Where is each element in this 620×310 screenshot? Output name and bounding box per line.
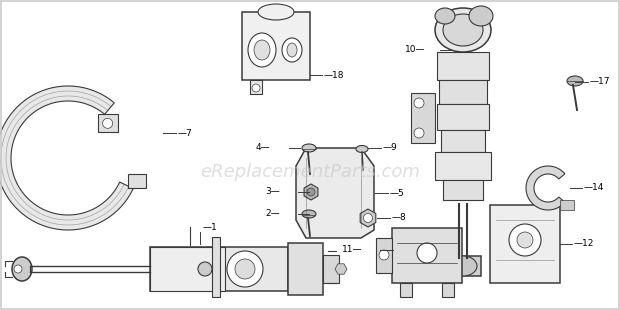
Ellipse shape xyxy=(379,250,389,260)
Ellipse shape xyxy=(254,40,270,60)
Text: —7: —7 xyxy=(178,129,193,138)
Ellipse shape xyxy=(258,4,294,20)
Ellipse shape xyxy=(14,265,22,273)
Text: —5: —5 xyxy=(390,188,405,197)
Ellipse shape xyxy=(198,262,212,276)
Polygon shape xyxy=(304,184,318,200)
Ellipse shape xyxy=(287,43,297,57)
Polygon shape xyxy=(360,209,376,227)
Bar xyxy=(490,205,560,283)
Text: —9: —9 xyxy=(383,144,398,153)
Polygon shape xyxy=(335,264,347,274)
Ellipse shape xyxy=(103,118,113,128)
Bar xyxy=(150,247,225,291)
Ellipse shape xyxy=(449,256,477,276)
Ellipse shape xyxy=(509,224,541,256)
Text: 3—: 3— xyxy=(265,188,280,197)
Text: —1: —1 xyxy=(203,224,218,232)
Ellipse shape xyxy=(517,232,533,248)
Ellipse shape xyxy=(363,214,373,223)
Polygon shape xyxy=(526,166,565,210)
Bar xyxy=(376,238,392,273)
Ellipse shape xyxy=(307,188,315,196)
Bar xyxy=(443,180,483,200)
Bar xyxy=(128,175,146,188)
Bar xyxy=(242,12,310,80)
Text: —12: —12 xyxy=(574,240,595,249)
Bar xyxy=(400,283,412,297)
Ellipse shape xyxy=(567,76,583,86)
Ellipse shape xyxy=(302,144,316,152)
Bar xyxy=(97,114,118,132)
Bar xyxy=(250,80,262,94)
Ellipse shape xyxy=(356,145,368,153)
Bar xyxy=(437,104,489,130)
Bar xyxy=(445,256,481,276)
Polygon shape xyxy=(0,86,133,230)
Ellipse shape xyxy=(417,243,437,263)
Bar xyxy=(442,283,454,297)
Text: —8: —8 xyxy=(392,214,407,223)
Ellipse shape xyxy=(469,6,493,26)
Ellipse shape xyxy=(252,84,260,92)
Ellipse shape xyxy=(414,128,424,138)
Ellipse shape xyxy=(235,259,255,279)
Bar xyxy=(150,247,288,291)
Bar xyxy=(323,255,339,283)
Bar xyxy=(441,130,485,152)
Bar xyxy=(411,93,435,143)
Ellipse shape xyxy=(443,14,483,46)
Ellipse shape xyxy=(248,33,276,67)
Text: 10—: 10— xyxy=(404,46,425,55)
Ellipse shape xyxy=(302,210,316,218)
Ellipse shape xyxy=(227,251,263,287)
Bar xyxy=(212,237,220,297)
Ellipse shape xyxy=(435,8,455,24)
Polygon shape xyxy=(296,148,374,238)
Text: 4—: 4— xyxy=(255,144,270,153)
Text: —17: —17 xyxy=(590,78,611,86)
Text: —18: —18 xyxy=(324,70,345,79)
Text: 11—: 11— xyxy=(342,246,362,255)
Bar xyxy=(435,152,491,180)
Bar xyxy=(288,243,323,295)
Text: 2—: 2— xyxy=(265,210,280,219)
Ellipse shape xyxy=(414,98,424,108)
Bar xyxy=(560,200,574,210)
Ellipse shape xyxy=(435,8,491,52)
Ellipse shape xyxy=(282,38,302,62)
Ellipse shape xyxy=(12,257,32,281)
Bar xyxy=(439,80,487,104)
Bar xyxy=(437,52,489,80)
Text: eReplacementParts.com: eReplacementParts.com xyxy=(200,163,420,181)
Text: —14: —14 xyxy=(584,184,604,193)
Bar xyxy=(392,228,462,283)
